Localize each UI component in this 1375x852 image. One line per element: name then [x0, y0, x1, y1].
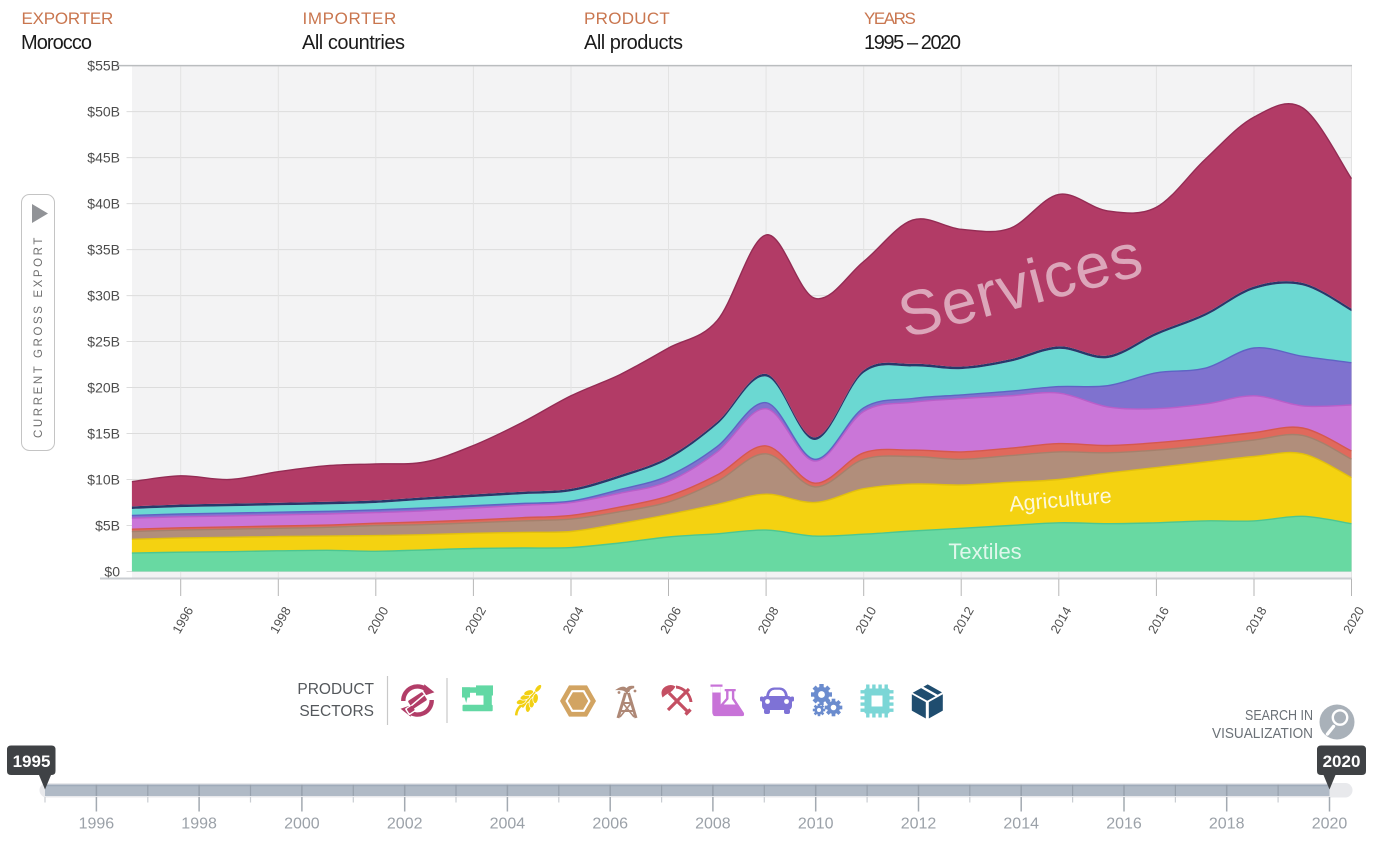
svg-text:CURRENT GROSS EXPORT: CURRENT GROSS EXPORT: [33, 235, 45, 438]
svg-text:$25B: $25B: [87, 334, 120, 350]
svg-text:$10B: $10B: [87, 472, 120, 488]
svg-text:SEARCH IN: SEARCH IN: [1245, 708, 1313, 724]
svg-text:$0: $0: [104, 564, 120, 580]
svg-text:2010: 2010: [798, 816, 834, 833]
svg-text:2000: 2000: [284, 816, 320, 833]
svg-text:2014: 2014: [1003, 816, 1039, 833]
svg-text:All products: All products: [584, 32, 683, 54]
svg-text:$5B: $5B: [95, 518, 120, 534]
svg-text:2018: 2018: [1209, 816, 1245, 833]
svg-text:2008: 2008: [695, 816, 731, 833]
svg-text:$15B: $15B: [87, 426, 120, 442]
svg-text:IMPORTER: IMPORTER: [303, 9, 398, 28]
svg-text:$55B: $55B: [87, 58, 120, 74]
svg-text:$35B: $35B: [87, 242, 120, 258]
svg-text:1996: 1996: [79, 816, 115, 833]
svg-text:1995: 1995: [13, 752, 51, 771]
svg-text:1995 – 2020: 1995 – 2020: [864, 32, 961, 54]
svg-text:1998: 1998: [181, 816, 217, 833]
svg-text:PRODUCT: PRODUCT: [297, 681, 374, 698]
svg-text:2020: 2020: [1312, 816, 1348, 833]
svg-text:2004: 2004: [490, 816, 526, 833]
svg-text:2020: 2020: [1323, 752, 1361, 771]
svg-text:All countries: All countries: [302, 32, 405, 54]
svg-text:2012: 2012: [901, 816, 937, 833]
svg-text:2016: 2016: [1106, 816, 1142, 833]
svg-text:2006: 2006: [592, 816, 628, 833]
svg-text:VISUALIZATION: VISUALIZATION: [1212, 726, 1313, 742]
svg-text:PRODUCT: PRODUCT: [584, 9, 671, 28]
svg-text:$50B: $50B: [87, 104, 120, 120]
svg-text:YEARS: YEARS: [864, 9, 917, 28]
svg-text:Textiles: Textiles: [948, 539, 1021, 564]
svg-text:$40B: $40B: [87, 196, 120, 212]
svg-text:$30B: $30B: [87, 288, 120, 304]
svg-text:EXPORTER: EXPORTER: [22, 9, 115, 28]
svg-text:Morocco: Morocco: [21, 32, 92, 54]
svg-text:$20B: $20B: [87, 380, 120, 396]
svg-text:SECTORS: SECTORS: [299, 703, 374, 720]
svg-text:$45B: $45B: [87, 150, 120, 166]
svg-text:2002: 2002: [387, 816, 423, 833]
